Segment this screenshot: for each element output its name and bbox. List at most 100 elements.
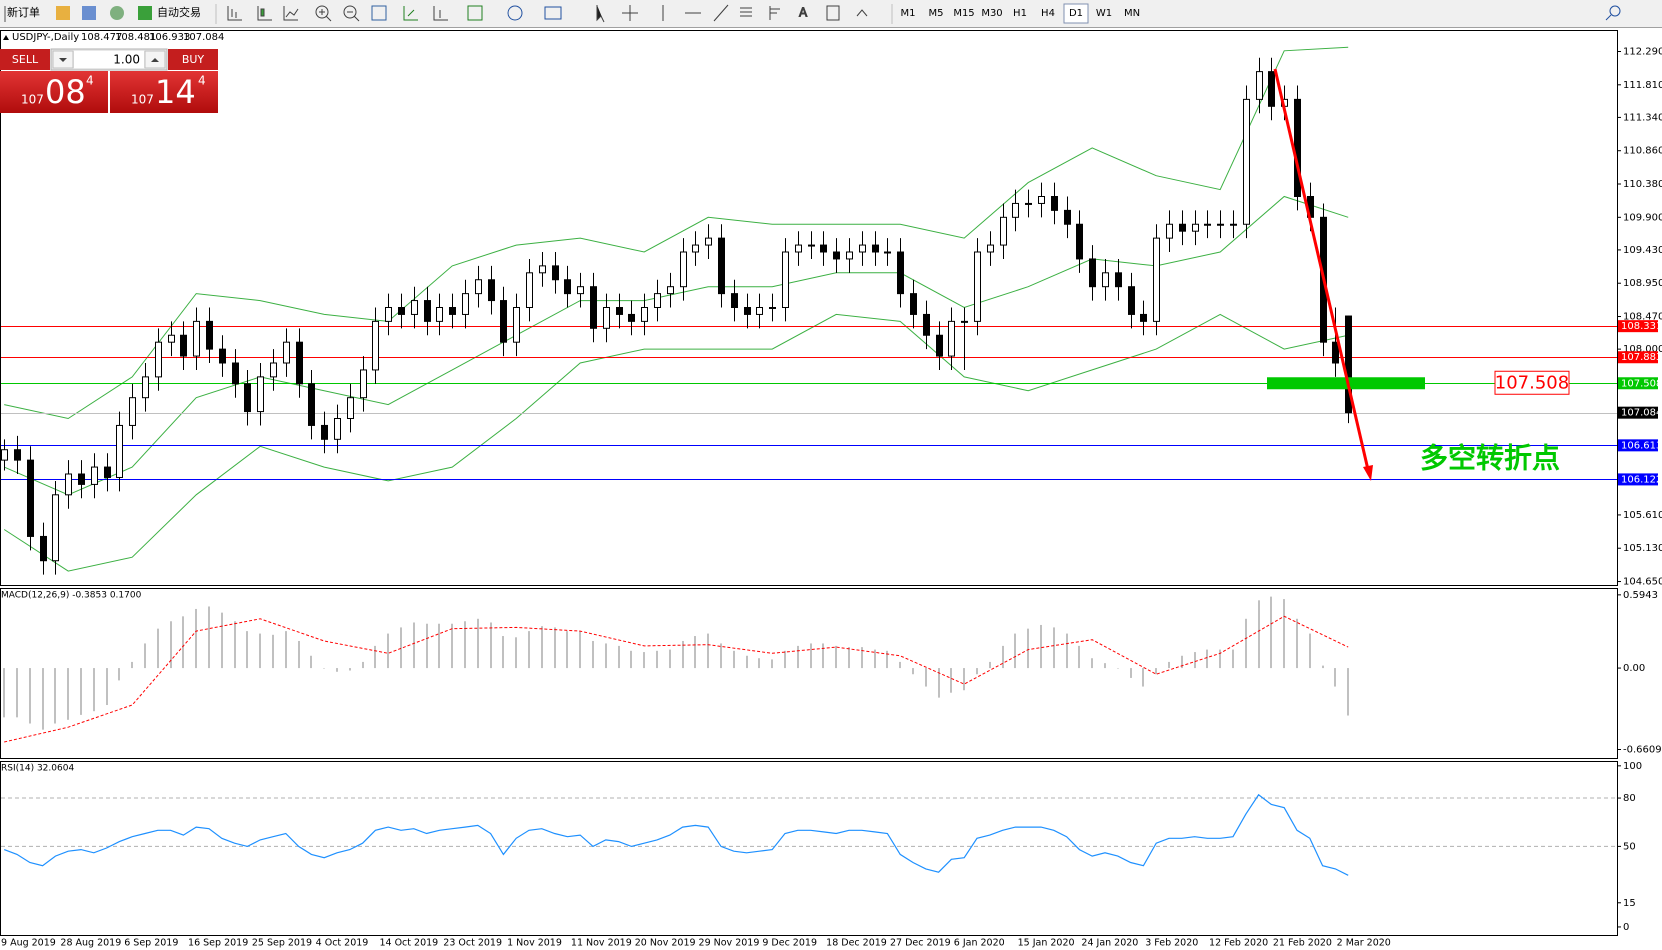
- candle-body: [91, 466, 98, 485]
- auto-trading-icon[interactable]: [138, 6, 152, 20]
- candle-body: [1, 449, 8, 461]
- tile-icon[interactable]: [371, 5, 387, 21]
- macd-bar: [118, 668, 120, 681]
- bid-big-figure: 107: [21, 93, 44, 107]
- timeframe-button[interactable]: M15: [953, 8, 974, 19]
- y-tick-label: 108.000: [1623, 344, 1662, 355]
- macd-bar: [1258, 600, 1260, 669]
- sell-button[interactable]: [0, 49, 50, 70]
- macd-bar: [848, 647, 850, 669]
- channel-icon[interactable]: [740, 7, 752, 17]
- candle-body: [14, 449, 21, 461]
- sell-price-box[interactable]: [0, 71, 108, 113]
- candle-body: [654, 293, 661, 308]
- panel-frame: [0, 761, 1618, 936]
- ask-fraction: 4: [198, 74, 206, 88]
- macd-bar: [477, 618, 479, 669]
- timeframe-button[interactable]: M1: [901, 8, 916, 19]
- timeframe-button[interactable]: M30: [981, 8, 1002, 19]
- candle-body: [129, 397, 136, 426]
- search-icon[interactable]: [1609, 5, 1621, 17]
- candle-body: [692, 244, 699, 253]
- auto-trading-button[interactable]: 自动交易: [157, 5, 201, 19]
- macd-bar: [630, 650, 632, 669]
- macd-bar: [925, 668, 927, 687]
- candle-body: [1217, 223, 1224, 226]
- header-close: 107.084: [183, 32, 224, 43]
- candle-body: [475, 279, 482, 295]
- candle-body: [449, 307, 456, 315]
- candle-body: [1012, 202, 1019, 218]
- macd-bar: [246, 631, 248, 669]
- trendline-icon[interactable]: [713, 4, 729, 22]
- lots-input[interactable]: [74, 51, 144, 68]
- macd-bar: [374, 645, 376, 669]
- y-tick-label: 0.5943: [1623, 590, 1658, 601]
- candle-body: [155, 341, 162, 378]
- autoscroll-icon[interactable]: [403, 6, 418, 21]
- candle-body: [1332, 341, 1339, 364]
- macd-bar: [1066, 633, 1068, 669]
- cursor-icon[interactable]: [596, 5, 605, 23]
- buy-button[interactable]: [168, 49, 218, 70]
- timeframe-button[interactable]: MN: [1124, 8, 1140, 19]
- new-order-button[interactable]: 新订单: [7, 5, 40, 19]
- buy-label[interactable]: BUY: [182, 53, 205, 66]
- label-icon[interactable]: [826, 5, 840, 21]
- toolbar-grip: [4, 6, 6, 22]
- timeframe-button[interactable]: M5: [929, 8, 944, 19]
- templates-icon[interactable]: [544, 6, 562, 20]
- level-label: 108.331: [1621, 321, 1662, 332]
- y-tick-label: 109.900: [1623, 212, 1662, 223]
- sell-label[interactable]: SELL: [12, 53, 39, 66]
- y-tick-label: 108.950: [1623, 278, 1662, 289]
- icon[interactable]: [56, 6, 70, 20]
- chart-panels: 112.290 111.810 111.340 110.860 110.380 109.9…: [0, 30, 1662, 949]
- chart-title: USDJPY-,Daily: [12, 32, 79, 43]
- shift-icon[interactable]: [433, 6, 448, 21]
- macd-bar: [861, 647, 863, 669]
- periods-icon[interactable]: [507, 5, 523, 21]
- macd-bar: [502, 636, 504, 669]
- candle-body: [283, 341, 290, 364]
- candle-body: [65, 473, 72, 496]
- candle-body: [1192, 223, 1199, 232]
- candle-body: [1089, 258, 1096, 288]
- macd-bar: [592, 640, 594, 669]
- macd-bar: [1194, 652, 1196, 669]
- candle-body: [667, 286, 674, 295]
- line-chart-icon[interactable]: [283, 6, 299, 21]
- candle-chart-icon[interactable]: [257, 6, 272, 21]
- date-label: 1 Nov 2019: [507, 938, 562, 949]
- macd-bar: [1002, 645, 1004, 669]
- zoom-in-icon[interactable]: [315, 5, 329, 19]
- arrows-icon[interactable]: [856, 9, 868, 17]
- collapse-triangle[interactable]: [3, 35, 9, 40]
- candle-body: [1153, 237, 1160, 322]
- candle-body: [168, 334, 175, 343]
- macd-bar: [54, 668, 56, 724]
- timeframe-button[interactable]: H1: [1013, 8, 1027, 19]
- icon[interactable]: [82, 6, 96, 20]
- timeframe-button[interactable]: D1: [1069, 8, 1083, 19]
- macd-bar: [822, 643, 824, 669]
- text-tool[interactable]: A: [799, 5, 809, 20]
- macd-bar: [67, 668, 69, 720]
- candle-body: [321, 424, 328, 440]
- trend-arrow: [1273, 68, 1373, 481]
- date-label: 14 Oct 2019: [379, 938, 438, 949]
- crosshair-icon[interactable]: [622, 5, 638, 21]
- candle-body: [52, 494, 59, 562]
- indicators-icon[interactable]: [467, 5, 483, 21]
- fibo-icon[interactable]: [769, 6, 780, 20]
- lots-value[interactable]: 1.00: [113, 53, 140, 67]
- buy-price-box[interactable]: [110, 71, 218, 113]
- icon[interactable]: [110, 6, 124, 20]
- timeframe-button[interactable]: W1: [1096, 8, 1112, 19]
- macd-bar: [16, 668, 18, 718]
- candle-body: [308, 383, 315, 426]
- timeframe-button[interactable]: H4: [1041, 8, 1055, 19]
- turning-zone: [1267, 377, 1425, 390]
- bar-chart-icon[interactable]: [227, 6, 242, 21]
- zoom-out-icon[interactable]: [343, 5, 357, 19]
